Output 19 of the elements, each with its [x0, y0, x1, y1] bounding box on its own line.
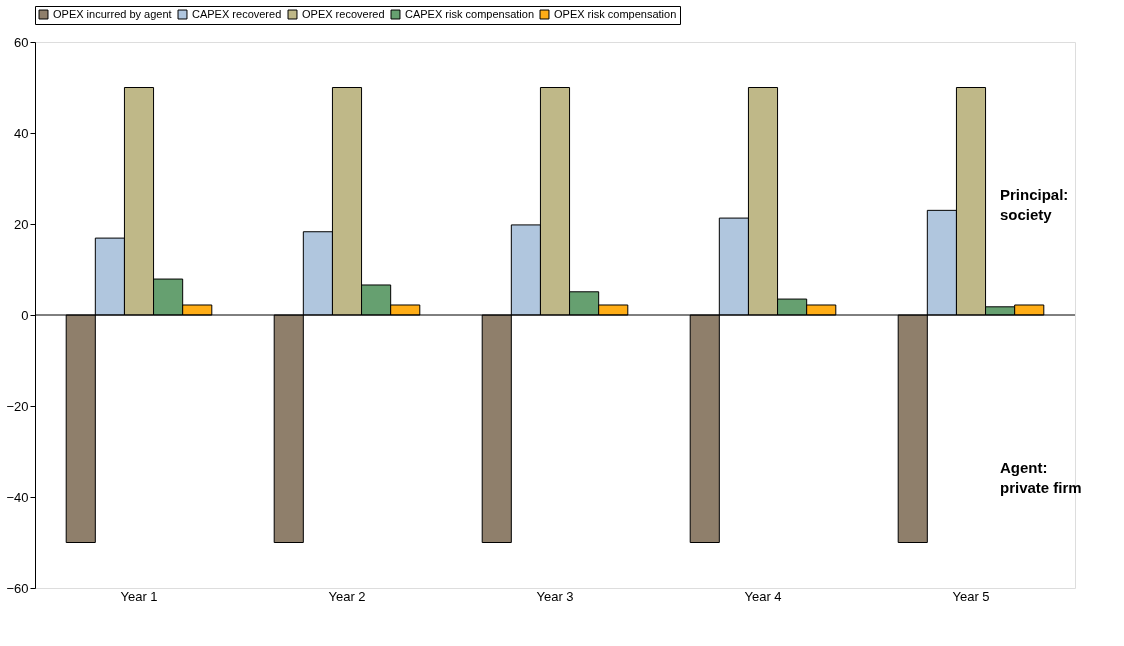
x-tick-label: Year 4 — [744, 588, 782, 604]
x-tick-label: Year 2 — [328, 588, 366, 604]
annotation: Principal: society — [1000, 185, 1069, 223]
y-tick-label: −40 — [6, 489, 29, 505]
legend-label: OPEX incurred by agent — [53, 7, 172, 20]
x-tick-label: Year 1 — [120, 588, 158, 604]
legend-label: CAPEX recovered — [192, 7, 282, 20]
y-tick-label: 0 — [21, 307, 29, 323]
y-tick-label: −20 — [6, 398, 29, 414]
legend-label: OPEX risk compensation — [554, 7, 677, 20]
y-tick-label: 20 — [14, 216, 29, 232]
legend-label: CAPEX risk compensation — [405, 7, 534, 20]
annotation: Agent: private firm — [1000, 458, 1082, 496]
y-tick-label: 40 — [14, 125, 29, 141]
y-tick-label: 60 — [14, 34, 29, 50]
x-tick-label: Year 3 — [536, 588, 574, 604]
x-tick-label: Year 5 — [952, 588, 990, 604]
y-tick-label: −60 — [6, 580, 29, 596]
legend-label: OPEX recovered — [302, 7, 385, 20]
